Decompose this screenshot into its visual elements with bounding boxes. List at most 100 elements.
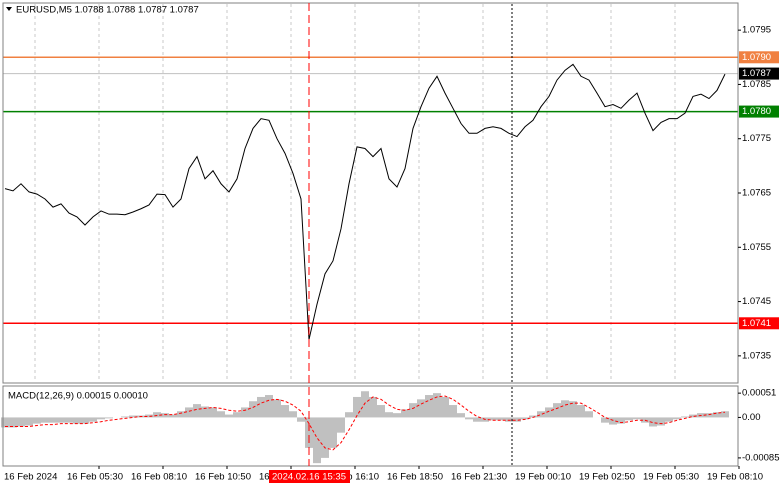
histogram-bar	[545, 407, 553, 418]
menu-triangle[interactable]	[6, 7, 12, 11]
histogram-bar	[81, 417, 89, 424]
histogram-bar	[329, 417, 337, 448]
price-level-box	[739, 51, 779, 64]
histogram-bar	[25, 417, 33, 426]
signal-line	[5, 395, 726, 451]
histogram-bar	[337, 417, 345, 433]
histogram-bar	[145, 414, 153, 418]
x-tick-label: 16 Feb 2024	[4, 472, 57, 483]
histogram-bar	[233, 412, 241, 418]
histogram-bar	[449, 405, 457, 418]
histogram-bar	[513, 417, 521, 422]
x-tick-label: 16 Feb 21:30	[451, 472, 507, 483]
histogram-bar	[193, 404, 201, 418]
overlay-layer: 1.07351.07451.07551.07651.07751.07851.07…	[4, 3, 780, 483]
histogram-bar	[225, 414, 233, 418]
histogram-bar	[505, 417, 513, 422]
price-level-label: 1.0780	[742, 106, 771, 117]
histogram-bar	[465, 417, 473, 420]
crosshair-label: 2024.02.16 15:35	[272, 472, 346, 483]
macd-panel-frame	[2, 385, 739, 467]
histogram-bar	[185, 407, 193, 418]
histogram-bar	[521, 417, 529, 420]
histogram-bar	[49, 417, 57, 423]
histogram-bar	[289, 411, 297, 418]
histogram-bar	[657, 417, 665, 426]
price-level-label: 1.0741	[742, 318, 771, 329]
histogram-bar	[409, 403, 417, 418]
histogram-bar	[249, 401, 257, 418]
price-level-box	[739, 105, 779, 118]
histogram-bar	[385, 412, 393, 418]
histogram-bar	[681, 416, 689, 418]
histogram-bar	[305, 417, 313, 448]
x-tick-label: 19 Feb 08:10	[707, 472, 763, 483]
histogram-bar	[377, 405, 385, 418]
histogram-bar	[673, 417, 681, 420]
x-tick-label: 19 Feb 05:30	[643, 472, 699, 483]
histogram-bar	[425, 395, 433, 418]
histogram-bar	[417, 399, 425, 418]
histogram-bar	[585, 411, 593, 418]
y-tick-label: 1.0775	[742, 133, 771, 144]
histogram-bar	[433, 393, 441, 418]
histogram-bar	[721, 411, 729, 418]
histogram-bar	[153, 412, 161, 418]
histogram-bar	[529, 415, 537, 418]
histogram-bar	[241, 407, 249, 418]
x-tick-label: 16 Feb 18:50	[387, 472, 443, 483]
histogram-bar	[217, 411, 225, 418]
histogram-bar	[369, 396, 377, 418]
histogram-bar	[569, 401, 577, 418]
x-tick-label: 19 Feb 02:50	[579, 472, 635, 483]
histogram-bar	[161, 413, 169, 418]
y-tick-label: 1.0735	[742, 350, 771, 361]
histogram-bar	[617, 417, 625, 424]
histogram-bar	[393, 413, 401, 418]
histogram-bar	[297, 417, 305, 422]
histogram-bar	[561, 400, 569, 418]
y-tick-label: 1.0785	[742, 79, 771, 90]
x-tick-label: 16 Feb 08:10	[131, 472, 187, 483]
y-tick-label: 1.0745	[742, 296, 771, 307]
histogram-bar	[257, 396, 265, 418]
price-level-label: 1.0787	[742, 68, 771, 79]
histogram-bar	[97, 417, 105, 420]
histogram-bar	[169, 414, 177, 418]
histogram-bar	[489, 417, 497, 421]
histogram-bar	[129, 415, 137, 418]
histogram-bar	[265, 395, 273, 418]
y-tick-label: 1.0765	[742, 188, 771, 199]
histogram-bar	[313, 417, 321, 464]
price-line	[4, 63, 726, 340]
histogram-bar	[665, 417, 673, 422]
histogram-bar	[577, 405, 585, 418]
y-tick-label: 0.00	[742, 412, 761, 423]
mark-layer	[1, 56, 738, 464]
y-tick-label: 0.00051	[742, 388, 776, 399]
histogram-bar	[73, 417, 81, 424]
histogram-bar	[209, 407, 217, 418]
histogram-bar	[273, 399, 281, 418]
histogram-bar	[497, 417, 505, 421]
histogram-bar	[41, 417, 49, 423]
indicator-title: MACD(12,26,9) 0.00015 0.00010	[8, 391, 148, 402]
x-tick-label: 16 Feb 16:10	[323, 472, 379, 483]
histogram-bar	[321, 417, 329, 458]
price-level-box	[739, 317, 779, 330]
y-tick-label: 1.0755	[742, 242, 771, 253]
histogram-bar	[689, 414, 697, 418]
x-tick-label: 16 Feb 10:50	[195, 472, 251, 483]
price-level-box	[739, 67, 779, 80]
histogram-bar	[553, 403, 561, 418]
histogram-bar	[17, 417, 25, 427]
chart-title: EURUSD,M5 1.0788 1.0788 1.0787 1.0787	[16, 5, 199, 16]
histogram-bar	[89, 417, 97, 422]
histogram-bar	[361, 391, 369, 418]
histogram-bar	[601, 417, 609, 423]
histogram-bar	[713, 412, 721, 418]
histogram-bar	[1, 417, 9, 428]
x-tick-label: 19 Feb 00:10	[515, 472, 571, 483]
histogram-bar	[57, 417, 65, 423]
